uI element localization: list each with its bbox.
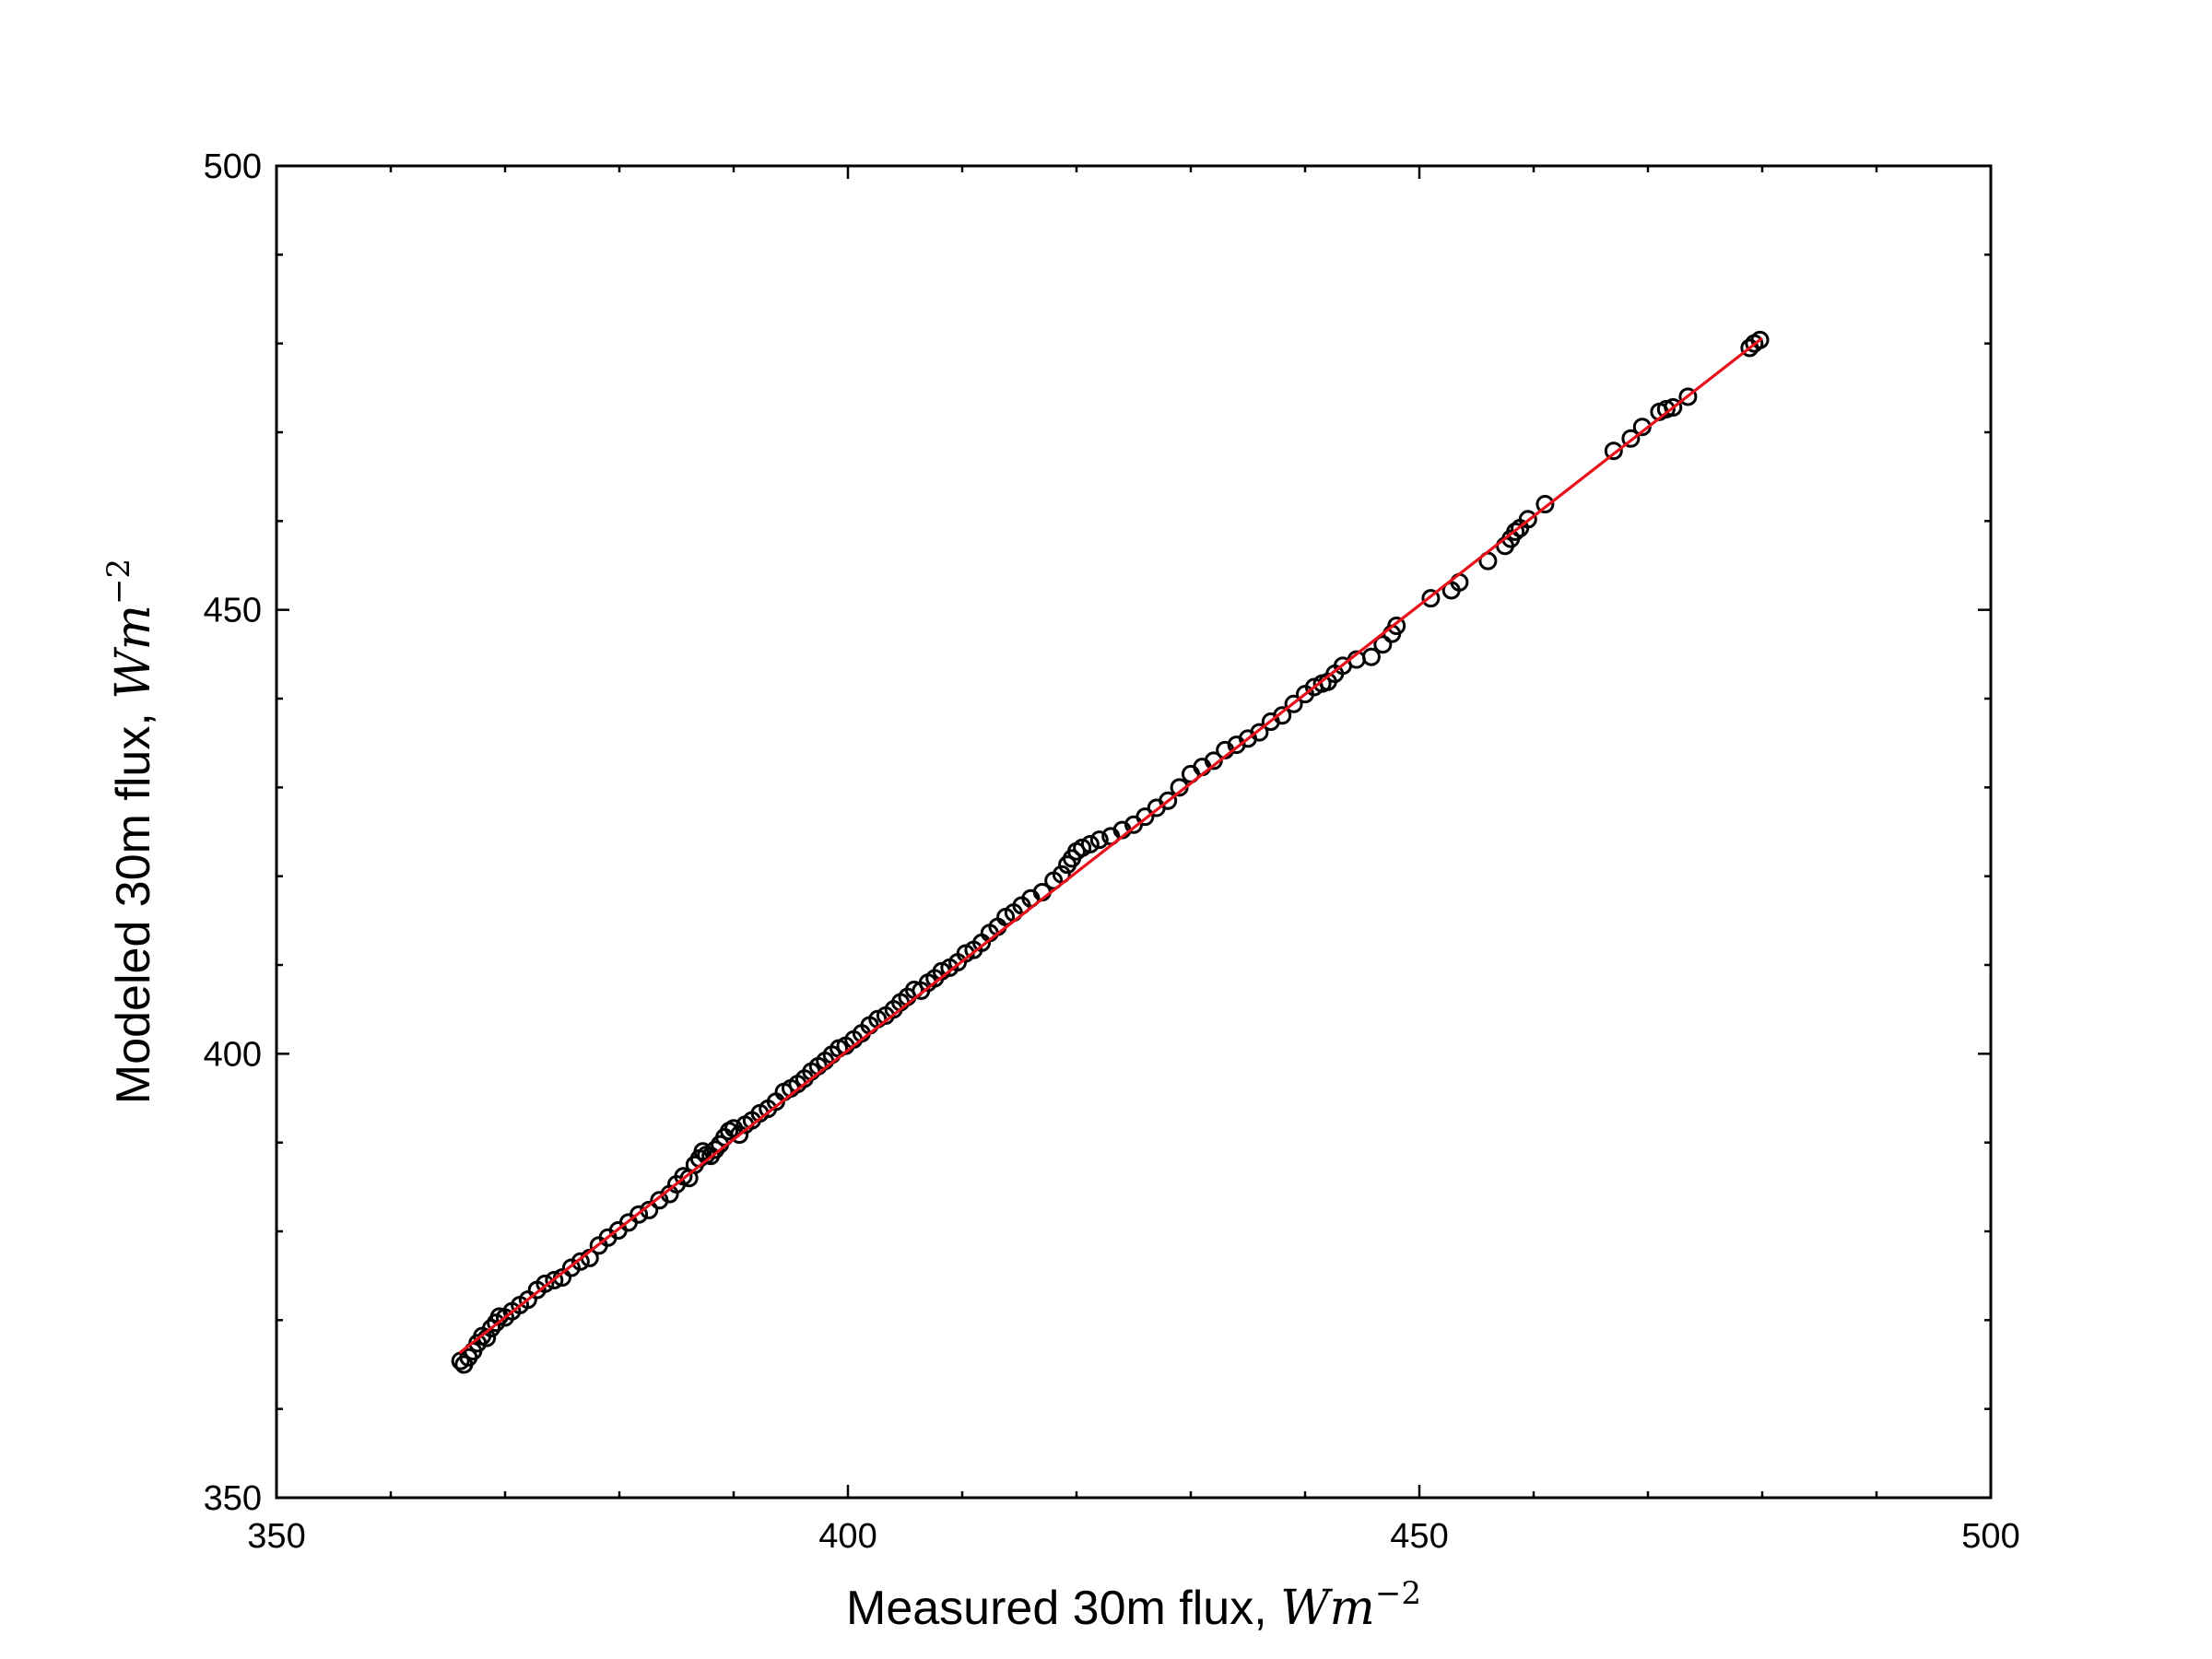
data-point: [1250, 723, 1269, 742]
data-point: [1284, 694, 1303, 713]
data-point: [1273, 706, 1292, 725]
fit-line: [458, 336, 1763, 1355]
y-tick-label: 450: [204, 592, 262, 630]
data-point: [1621, 429, 1641, 448]
data-point: [1506, 522, 1525, 541]
data-point: [571, 1252, 590, 1271]
data-point: [561, 1258, 581, 1277]
data-point: [1664, 398, 1683, 418]
data-point: [1421, 589, 1441, 608]
y-axis-label: Modeled 30m flux, Wm−2: [100, 559, 161, 1104]
data-point: [1089, 830, 1109, 850]
x-axis-label-text: Measured 30m flux,: [846, 1582, 1280, 1635]
data-point: [1604, 441, 1623, 461]
y-tick-label: 400: [204, 1035, 262, 1074]
data-point: [1387, 617, 1406, 636]
data-point: [1373, 635, 1393, 654]
data-point: [629, 1205, 649, 1224]
y-axis-label-exponent: −2: [100, 559, 137, 605]
x-tick-labels: 350 400 450 500: [247, 1517, 2019, 1556]
data-point: [1518, 510, 1537, 529]
data-point: [1750, 330, 1770, 349]
x-tick-label: 450: [1390, 1517, 1448, 1556]
data-point: [1678, 387, 1698, 406]
x-axis-label-exponent: −2: [1375, 1575, 1421, 1612]
data-point: [1135, 807, 1155, 827]
x-tick-label: 400: [818, 1517, 877, 1556]
x-tick-label: 350: [247, 1517, 305, 1556]
data-point: [518, 1290, 537, 1310]
y-axis-label-unit: Wm: [106, 605, 161, 700]
data-point: [545, 1270, 564, 1289]
y-tick-label: 350: [204, 1479, 262, 1518]
data-point: [1080, 834, 1100, 853]
data-point: [730, 1124, 749, 1144]
y-axis-label-text: Modeled 30m flux,: [107, 700, 160, 1104]
y-tick-labels: 350 400 450 500: [204, 147, 262, 1518]
data-point: [706, 1140, 725, 1159]
x-tick-label: 500: [1961, 1517, 2019, 1556]
data-point: [1535, 495, 1555, 514]
plot-frame: [275, 164, 1993, 1500]
data-point: [1361, 647, 1381, 666]
x-axis-label: Measured 30m flux, Wm−2: [846, 1575, 1421, 1636]
y-tick-label: 500: [204, 147, 262, 186]
data-point: [535, 1274, 555, 1293]
x-axis-label-unit: Wm: [1280, 1581, 1375, 1636]
data-point: [1159, 791, 1178, 810]
